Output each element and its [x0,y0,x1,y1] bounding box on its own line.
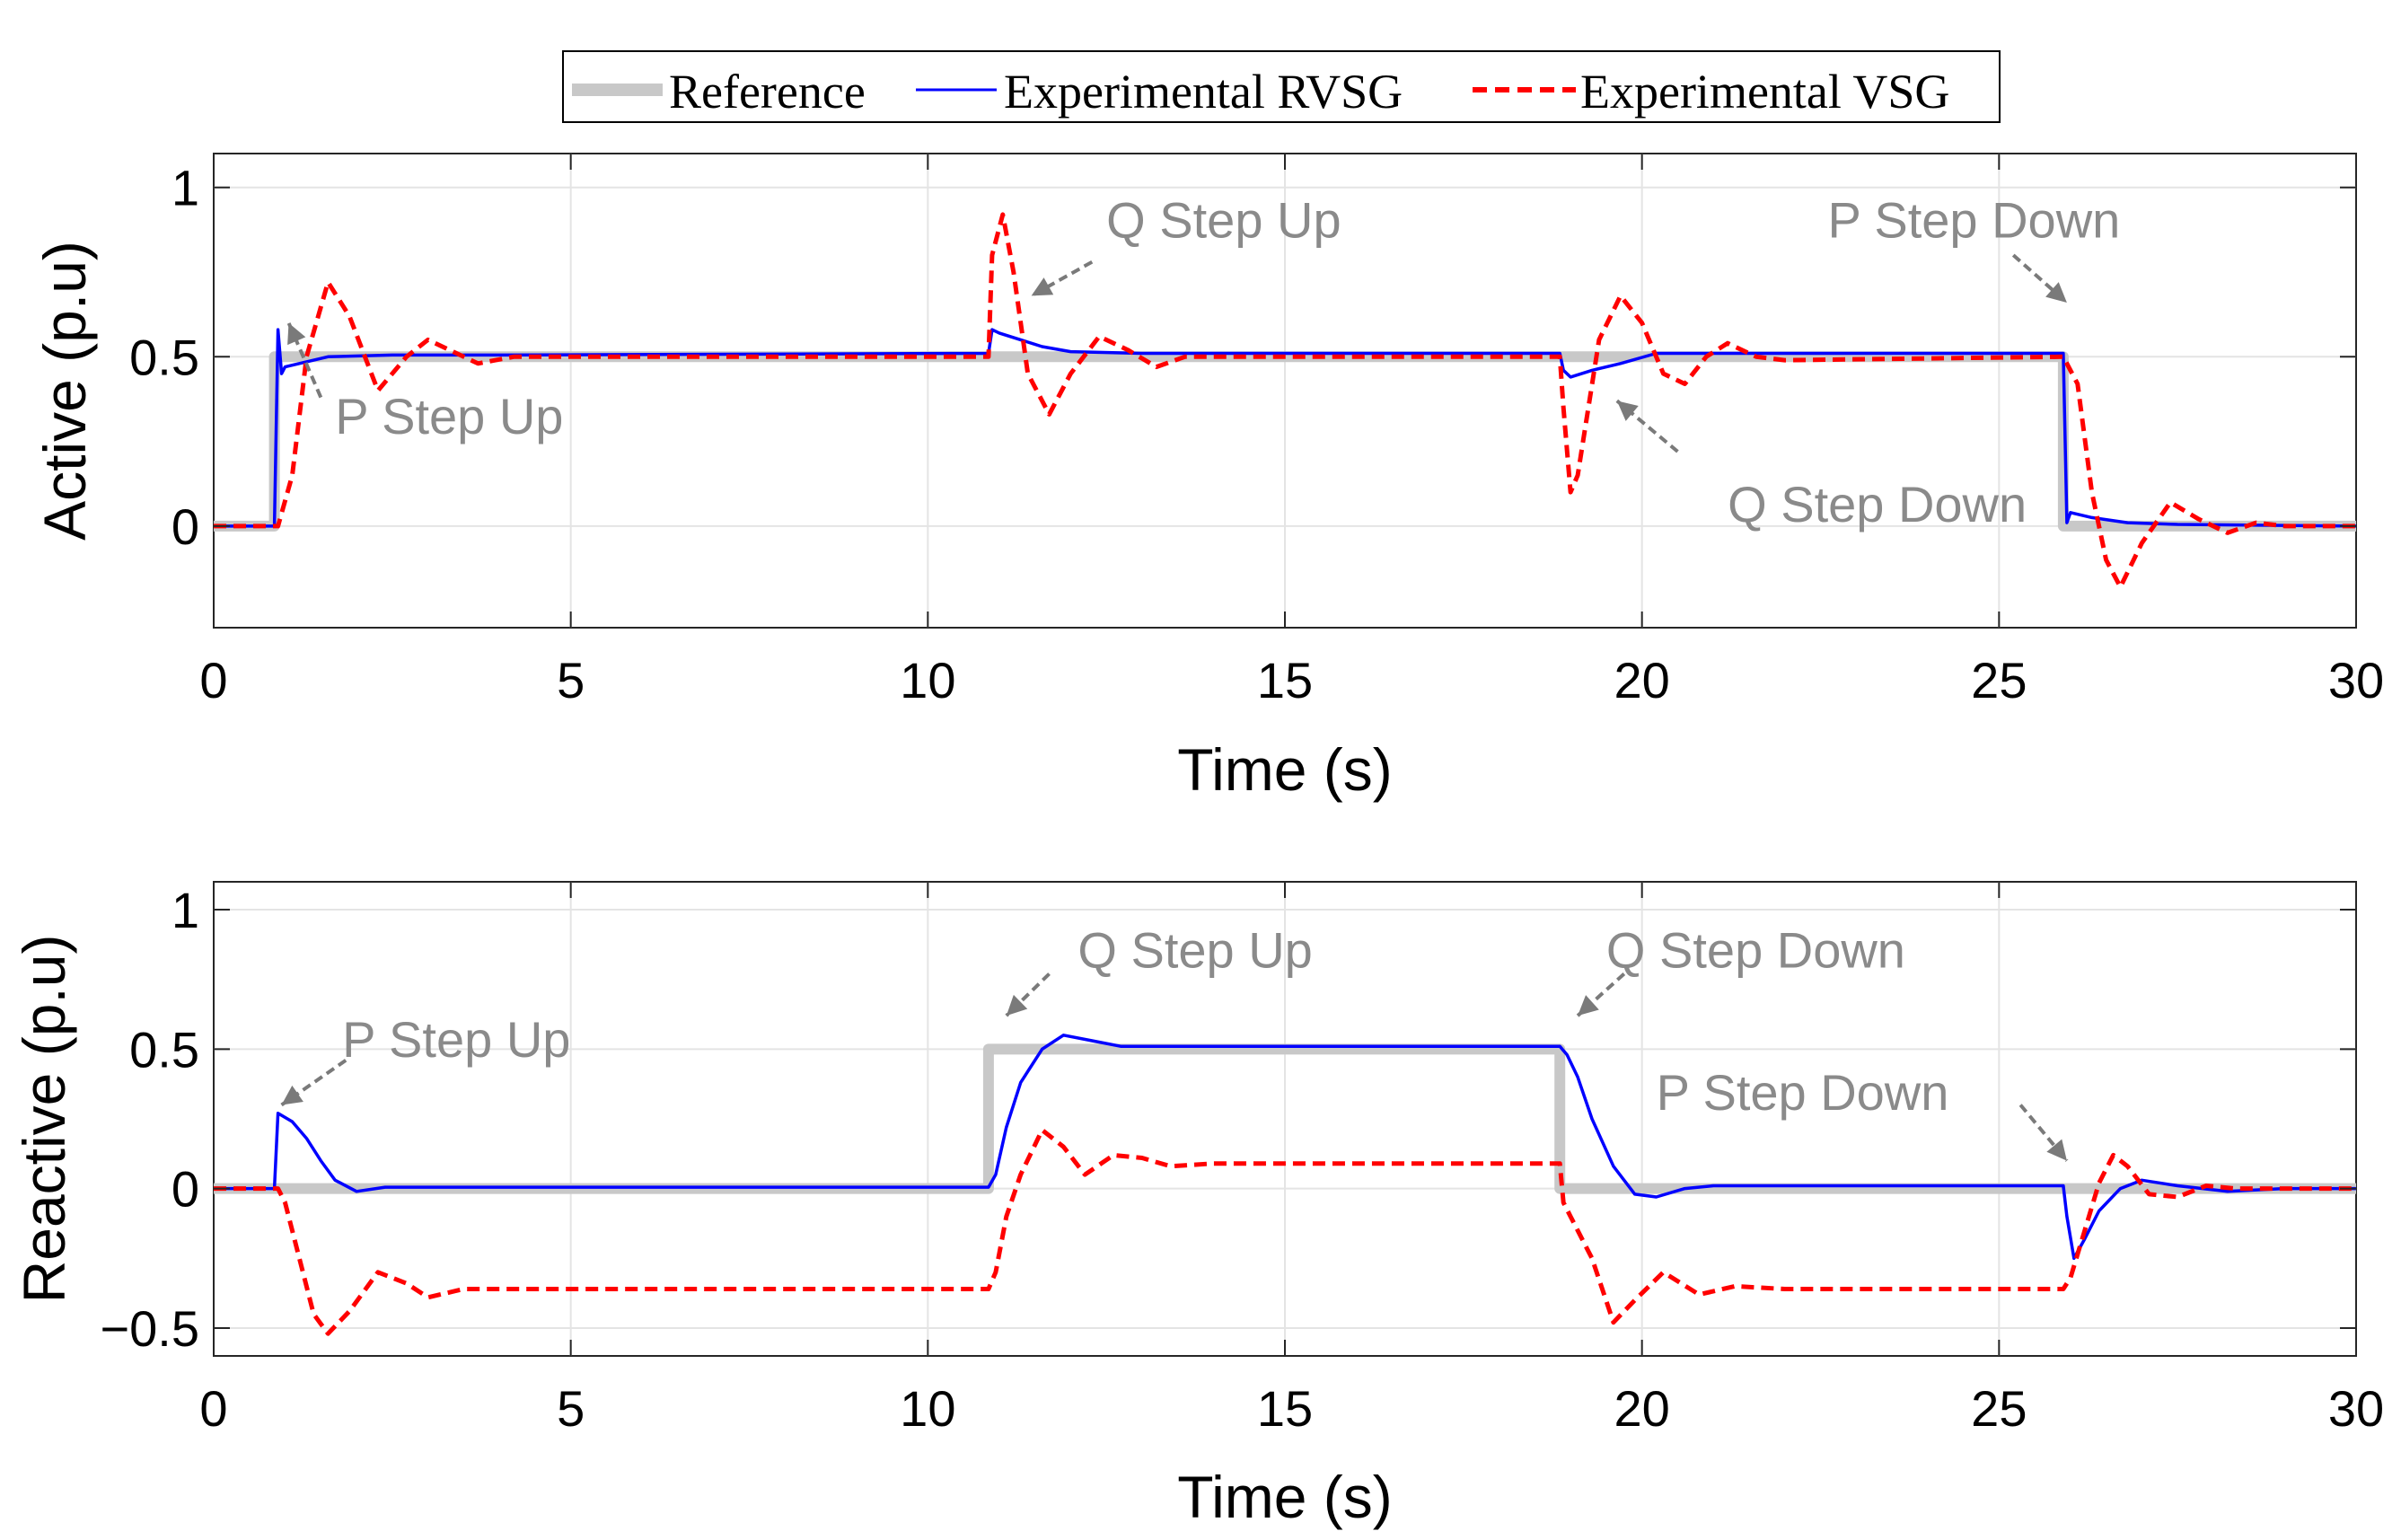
reactive-y-tick-label: 0.5 [129,1021,199,1078]
active-annotation-label: Q Step Up [1106,191,1341,248]
reactive-annotation-arrowhead [1578,995,1599,1016]
active-x-tick-label: 5 [557,652,585,708]
active-annotation-arrowhead [1031,277,1054,296]
reactive-vsg-series [214,1127,2356,1336]
active-rvsg-line [214,328,2357,528]
active-annotation-arrowhead [1616,400,1639,421]
reactive-y-tick-label: 0 [172,1161,199,1218]
reactive-x-tick-label: 25 [1971,1380,2027,1437]
reactive-x-axis-label: Time (s) [1177,1464,1393,1530]
active-annotation-label: P Step Up [335,388,563,444]
active-x-tick-label: 20 [1614,652,1670,708]
reactive-power-chart: P Step Up Q Step Up Q Step Down P Step Down… [11,881,2384,1530]
reactive-annotation-label: P Step Up [342,1011,570,1068]
reactive-x-tick-label: 10 [900,1380,955,1437]
reactive-y-tick-label: 1 [172,882,199,938]
active-x-ticks: 0 5 10 15 20 25 30 [199,154,2384,708]
active-annotations: P Step Up Q Step Up P Step Down Q Step Down [286,191,2120,532]
active-annotation-arrowhead [2045,282,2067,303]
active-y-ticks: 00.51 [129,160,2356,555]
legend: Reference Experimental RVSG Experimental… [562,50,2001,123]
reactive-annotation-label: P Step Down [1657,1064,1949,1121]
reactive-annotations: P Step Up Q Step Up Q Step Down P Step Down [280,922,2069,1162]
active-x-tick-label: 10 [900,652,955,708]
reactive-x-tick-label: 5 [557,1380,585,1437]
active-y-tick-label: 0.5 [129,329,199,385]
active-x-axis-label: Time (s) [1177,736,1393,803]
reactive-x-tick-label: 20 [1614,1380,1670,1437]
active-x-tick-label: 25 [1971,652,2027,708]
active-rvsg-series [214,328,2357,528]
reactive-annotation-label: Q Step Down [1606,922,1905,979]
active-annotation-arrowhead [287,322,306,346]
active-x-tick-label: 15 [1257,652,1313,708]
reactive-y-axis-label: Reactive (p.u) [11,935,77,1304]
legend-box [562,50,2001,123]
reactive-vsg-line [214,1127,2356,1336]
reactive-annotation-arrowhead [281,1085,303,1105]
reactive-x-tick-label: 0 [199,1380,227,1437]
reactive-rvsg-line [214,1034,2356,1261]
active-y-tick-label: 0 [172,498,199,555]
legend-label-reference: Reference [669,65,866,119]
active-y-axis-label: Active (p.u) [31,241,98,541]
reactive-x-ticks: 0 5 10 15 20 25 30 [199,882,2384,1437]
reactive-rvsg-series [214,1034,2356,1261]
active-annotation-label: Q Step Down [1728,476,2027,532]
legend-label-rvsg: Experimental RVSG [1004,65,1403,119]
legend-label-vsg: Experimental VSG [1580,65,1949,119]
active-annotation-label: P Step Down [1827,191,2120,248]
active-x-tick-label: 0 [199,652,227,708]
reactive-annotation-arrowhead [1006,994,1028,1016]
reactive-annotation-arrowhead [2046,1139,2067,1161]
active-x-tick-label: 30 [2328,652,2384,708]
reactive-x-tick-label: 15 [1257,1380,1313,1437]
active-y-tick-label: 1 [172,160,199,216]
active-power-chart: P Step Up Q Step Up P Step Down Q Step Down… [31,153,2384,803]
reactive-y-ticks: −0.5 0 0.5 1 [100,882,2356,1357]
reactive-annotation-label: Q Step Up [1077,922,1312,979]
reactive-y-tick-label: −0.5 [100,1300,199,1357]
reactive-x-tick-label: 30 [2328,1380,2384,1437]
